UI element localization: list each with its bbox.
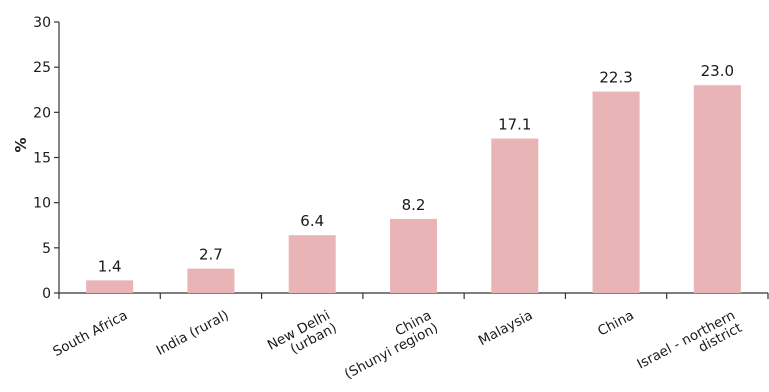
data-label: 2.7 bbox=[199, 246, 223, 264]
bars bbox=[86, 85, 741, 293]
bar bbox=[86, 280, 134, 293]
y-tick-label: 20 bbox=[33, 105, 51, 121]
y-tick-label: 0 bbox=[42, 286, 51, 302]
bar bbox=[592, 91, 640, 293]
y-axis: 0 5 10 15 20 25 30 bbox=[33, 15, 60, 302]
x-category-label: China(Shunyi region) bbox=[335, 307, 441, 382]
data-label: 8.2 bbox=[402, 196, 426, 214]
x-category-label: India (rural) bbox=[154, 307, 232, 359]
y-tick-label: 25 bbox=[33, 60, 51, 76]
bar bbox=[187, 268, 235, 293]
x-category-label: Malaysia bbox=[476, 307, 536, 349]
y-tick-label: 15 bbox=[33, 151, 51, 167]
bar bbox=[693, 85, 741, 293]
x-category-label: Israel - northerndistrict bbox=[634, 307, 744, 385]
data-label: 22.3 bbox=[599, 69, 632, 87]
bar bbox=[390, 218, 437, 293]
x-category-label: South Africa bbox=[50, 307, 130, 360]
bar bbox=[288, 235, 336, 293]
bar bbox=[491, 138, 539, 293]
category-labels: South Africa India (rural) New Delhi(urban… bbox=[50, 307, 744, 385]
y-tick-label: 10 bbox=[33, 196, 51, 212]
data-labels: 1.4 2.7 6.4 8.2 17.1 22.3 23.0 bbox=[98, 62, 734, 275]
y-tick-label: 5 bbox=[42, 241, 51, 257]
data-label: 23.0 bbox=[701, 62, 734, 80]
y-tick-label: 30 bbox=[33, 15, 51, 31]
data-label: 6.4 bbox=[300, 212, 324, 230]
y-axis-title: % bbox=[12, 137, 30, 152]
x-category-label: China bbox=[595, 307, 637, 339]
x-category-label: New Delhi(urban) bbox=[265, 307, 340, 366]
x-axis bbox=[58, 292, 769, 299]
data-label: 1.4 bbox=[98, 257, 122, 275]
data-label: 17.1 bbox=[498, 116, 531, 134]
